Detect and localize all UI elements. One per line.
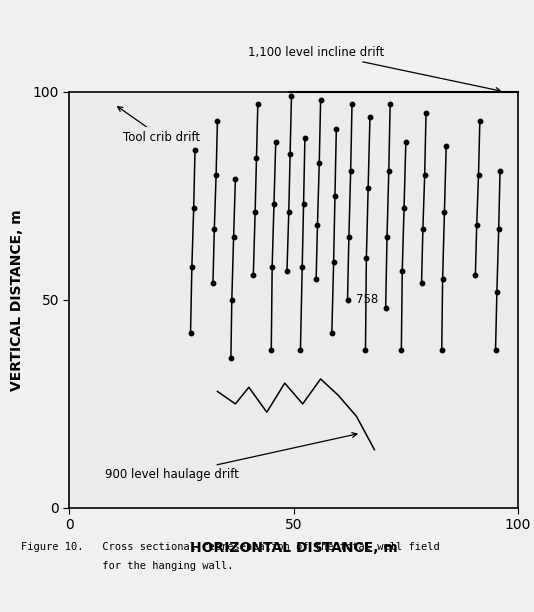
Text: for the hanging wall.: for the hanging wall. bbox=[21, 561, 234, 571]
Text: 758: 758 bbox=[357, 293, 379, 307]
Y-axis label: VERTICAL DISTANCE, m: VERTICAL DISTANCE, m bbox=[10, 209, 24, 390]
Text: Tool crib drift: Tool crib drift bbox=[117, 106, 200, 144]
Text: 1,100 level incline drift: 1,100 level incline drift bbox=[248, 45, 500, 92]
X-axis label: HORIZONTAL DISTANCE, m: HORIZONTAL DISTANCE, m bbox=[190, 541, 398, 554]
Text: 900 level haulage drift: 900 level haulage drift bbox=[105, 433, 357, 481]
Text: Figure 10.   Cross sectional representation of the total well field: Figure 10. Cross sectional representatio… bbox=[21, 542, 440, 551]
